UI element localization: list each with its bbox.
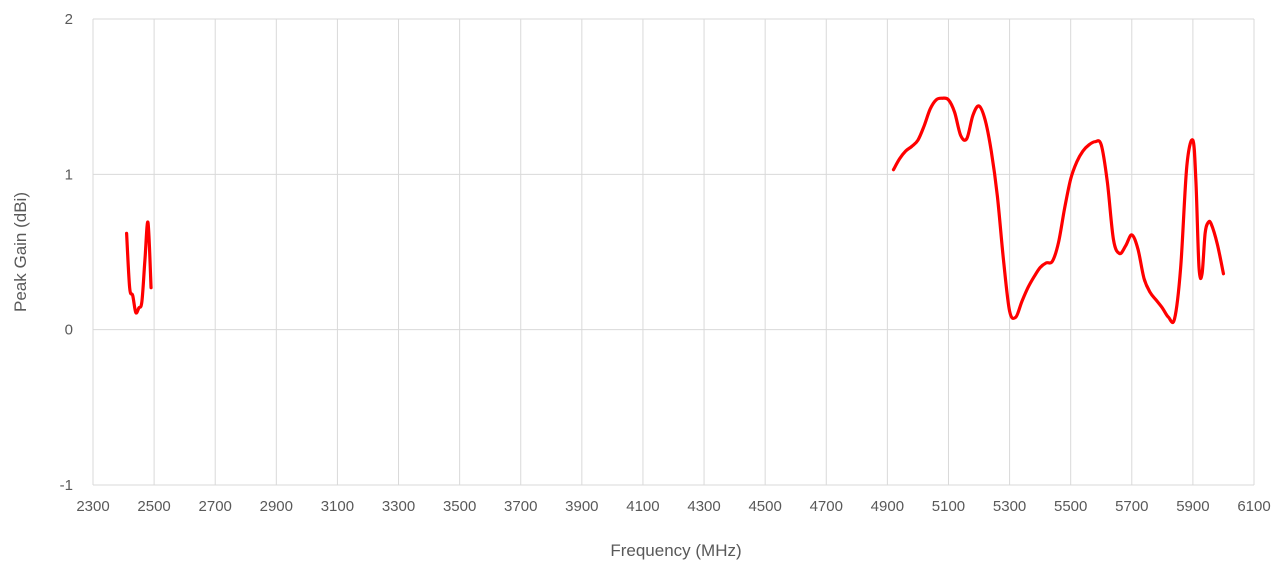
x-tick-label: 3100 [321,498,354,515]
series-line-segment-1 [125,220,153,315]
x-tick-label: 5500 [1054,498,1087,515]
x-tick-label: 4700 [810,498,843,515]
tick-label-layer: 2300 2500 2700 2900 3100 3300 3500 3700 3900 4100… [60,11,1271,515]
y-tick-label: 1 [65,166,73,183]
y-tick-label: 0 [65,322,73,339]
x-tick-label: 4300 [687,498,720,515]
x-axis-title: Frequency (MHz) [610,541,741,560]
x-tick-label: 2500 [137,498,170,515]
x-tick-label: 2900 [260,498,293,515]
x-tick-label: 2300 [76,498,109,515]
x-tick-label: 4500 [748,498,781,515]
x-tick-label: 2700 [199,498,232,515]
series-line-segment-2 [891,96,1226,325]
x-tick-label: 5100 [932,498,965,515]
series-layer [125,96,1226,325]
x-tick-label: 3300 [382,498,415,515]
x-tick-label: 3500 [443,498,476,515]
grid-layer [92,18,1255,486]
y-axis-title: Peak Gain (dBi) [11,192,30,312]
x-tick-label: 3700 [504,498,537,515]
x-tick-label: 3900 [565,498,598,515]
x-tick-label: 6100 [1237,498,1270,515]
y-tick-label: 2 [65,11,73,28]
y-tick-label: -1 [60,477,73,494]
x-tick-label: 5900 [1176,498,1209,515]
x-tick-label: 4900 [871,498,904,515]
x-tick-label: 5700 [1115,498,1148,515]
x-tick-label: 4100 [626,498,659,515]
x-tick-label: 5300 [993,498,1026,515]
